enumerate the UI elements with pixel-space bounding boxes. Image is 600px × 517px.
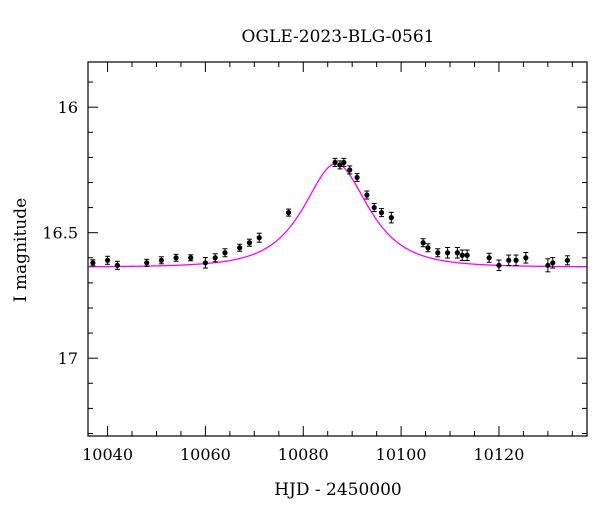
data-point bbox=[523, 255, 529, 261]
data-point bbox=[420, 240, 426, 246]
data-point bbox=[506, 257, 512, 263]
data-point bbox=[388, 215, 394, 221]
chart-title: OGLE-2023-BLG-0561 bbox=[242, 27, 435, 47]
data-point bbox=[425, 245, 431, 251]
data-point bbox=[341, 159, 347, 166]
data-point bbox=[444, 250, 451, 256]
x-tick-label: 10060 bbox=[180, 445, 231, 464]
data-point bbox=[337, 162, 343, 168]
y-tick-label: 16 bbox=[58, 98, 78, 117]
y-tick-label: 16.5 bbox=[42, 224, 78, 243]
plot-frame bbox=[87, 61, 588, 437]
data-point bbox=[188, 255, 194, 261]
data-point bbox=[285, 210, 292, 216]
data-point bbox=[513, 257, 519, 263]
data-point bbox=[237, 245, 243, 251]
data-point bbox=[454, 250, 460, 256]
data-point bbox=[222, 250, 228, 256]
data-point bbox=[435, 250, 441, 256]
data-point bbox=[246, 240, 253, 246]
data-point bbox=[364, 192, 370, 198]
y-tick-label: 17 bbox=[58, 349, 78, 368]
data-points bbox=[90, 157, 571, 273]
data-point bbox=[212, 255, 218, 261]
data-point bbox=[144, 260, 150, 266]
data-point bbox=[104, 257, 111, 263]
data-point bbox=[459, 252, 465, 258]
data-point bbox=[90, 260, 96, 266]
x-axis-label: HJD - 2450000 bbox=[274, 480, 402, 500]
data-point bbox=[564, 257, 571, 263]
data-point bbox=[371, 204, 377, 211]
model-curve bbox=[87, 163, 588, 268]
data-point bbox=[378, 210, 385, 216]
data-point bbox=[202, 260, 209, 266]
data-point bbox=[486, 255, 492, 261]
axis-ticks bbox=[88, 62, 587, 436]
data-point bbox=[347, 167, 353, 173]
data-point bbox=[256, 235, 262, 241]
data-point bbox=[332, 159, 338, 166]
x-tick-label: 10100 bbox=[376, 445, 427, 464]
data-point bbox=[173, 255, 179, 261]
data-point bbox=[545, 262, 551, 268]
data-point bbox=[354, 174, 360, 181]
x-tick-label: 10080 bbox=[278, 445, 329, 464]
x-tick-label: 10040 bbox=[82, 445, 133, 464]
data-point bbox=[496, 262, 502, 268]
data-point bbox=[114, 262, 120, 268]
axis-tick-labels: 10040 10060 10080 10100 10120 16 16.5 17 bbox=[42, 98, 524, 464]
data-point bbox=[464, 252, 470, 258]
x-tick-label: 10120 bbox=[473, 445, 524, 464]
data-point bbox=[158, 257, 164, 263]
y-axis-label: I magnitude bbox=[11, 198, 31, 302]
data-point bbox=[550, 260, 556, 266]
